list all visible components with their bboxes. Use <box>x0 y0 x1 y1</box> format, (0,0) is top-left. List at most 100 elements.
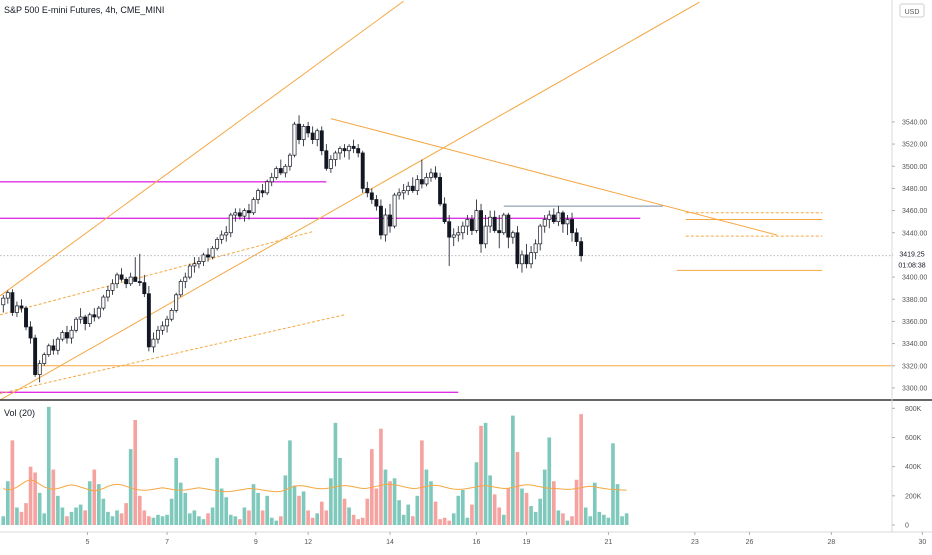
volume-bar <box>624 513 629 525</box>
candle-up <box>228 214 233 234</box>
candle-up <box>210 247 215 258</box>
volume-bar <box>133 419 138 525</box>
time-axis[interactable]: 579121416192123262830Nov <box>85 532 932 546</box>
volume-bar <box>92 469 97 525</box>
volume-bar <box>183 492 188 525</box>
volume-bar <box>588 516 593 525</box>
volume-bar <box>556 510 561 525</box>
volume-bar <box>602 514 606 525</box>
volume-bar <box>24 503 28 525</box>
volume-bar <box>42 513 47 525</box>
volume-bar <box>483 422 488 525</box>
volume-bar <box>33 472 37 525</box>
time-tick-label: 28 <box>827 539 835 546</box>
volume-bar <box>283 475 288 525</box>
volume-bar <box>374 488 379 525</box>
volume-bar <box>570 516 574 525</box>
volume-bar <box>583 507 588 525</box>
candle-down <box>419 179 424 185</box>
volume-axis[interactable]: 0 200K 400K 600K 800K <box>892 406 922 530</box>
volume-bar <box>461 489 465 525</box>
volume-bar <box>78 504 83 525</box>
currency-label: USD <box>905 9 920 16</box>
volume-bar <box>501 514 506 525</box>
last-price-tag: 3419.25 01:08:38 <box>893 248 932 273</box>
candle-up <box>483 225 488 245</box>
candle-down <box>92 314 97 318</box>
volume-bar <box>242 507 247 525</box>
volume-bar <box>465 517 470 525</box>
volume-bar <box>592 482 597 525</box>
volume-bar <box>620 516 624 525</box>
volume-bar <box>60 507 65 525</box>
candle-down <box>206 254 210 258</box>
volume-bar <box>28 466 33 525</box>
candle-up <box>55 338 60 351</box>
volume-bar <box>110 516 115 525</box>
candles-layer <box>1 115 584 383</box>
candle-down <box>438 176 443 205</box>
candle-up <box>542 219 547 227</box>
candle-down <box>278 168 283 174</box>
price-tick-label: 3460.00 <box>902 208 927 215</box>
candle-up <box>529 252 534 265</box>
candle-down <box>324 150 329 169</box>
candle-down <box>574 232 579 242</box>
candle-down <box>124 278 129 285</box>
time-tick-label: 23 <box>691 539 699 546</box>
candle-down <box>479 210 483 245</box>
volume-bar <box>401 514 406 525</box>
trend-line <box>0 231 313 316</box>
volume-bar <box>406 504 411 525</box>
volume-bar <box>606 517 611 525</box>
candle-up <box>347 145 352 152</box>
candle-down <box>297 123 301 140</box>
volume-bar <box>388 481 392 525</box>
candle-up <box>160 325 165 331</box>
volume-bar <box>615 484 620 525</box>
volume-bar <box>97 484 101 525</box>
candle-down <box>146 293 151 348</box>
volume-bar <box>424 469 429 525</box>
candle-down <box>142 282 147 295</box>
volume-bar <box>288 440 292 525</box>
volume-bar <box>147 516 151 525</box>
candle-down <box>492 216 497 231</box>
volume-bar <box>470 504 474 525</box>
candle-up <box>269 176 274 183</box>
volume-bar <box>69 511 74 525</box>
volume-bar <box>611 443 615 525</box>
volume-bar <box>128 449 133 525</box>
time-tick-label: 5 <box>85 539 89 546</box>
candle-down <box>310 132 315 141</box>
candle-up <box>14 305 19 313</box>
candle-up <box>429 172 433 178</box>
volume-bar <box>201 519 206 525</box>
volume-bar <box>542 469 547 525</box>
volume-bar <box>383 469 388 525</box>
volume-bar <box>233 516 238 525</box>
volume-tick-label: 400K <box>905 464 922 471</box>
candle-up <box>87 314 92 324</box>
volume-bar <box>297 495 301 525</box>
time-tick-label: 9 <box>254 539 258 546</box>
time-tick-label: 7 <box>165 539 169 546</box>
volume-bar <box>524 492 529 525</box>
candle-up <box>401 190 406 194</box>
bar-countdown-label: 01:08:38 <box>898 263 925 270</box>
volume-tick-label: 800K <box>905 406 922 413</box>
volume-bar <box>565 520 570 525</box>
volume-bar <box>351 514 356 525</box>
candle-up <box>115 274 119 285</box>
currency-badge[interactable]: USD <box>899 3 925 18</box>
volume-bar <box>511 415 515 525</box>
volume-bar <box>83 510 87 525</box>
candle-up <box>274 168 279 178</box>
candle-up <box>78 316 83 320</box>
candle-down <box>551 214 556 223</box>
candle-up <box>460 225 465 234</box>
candle-up <box>456 232 461 236</box>
volume-bar <box>447 520 451 525</box>
candle-up <box>520 254 524 265</box>
